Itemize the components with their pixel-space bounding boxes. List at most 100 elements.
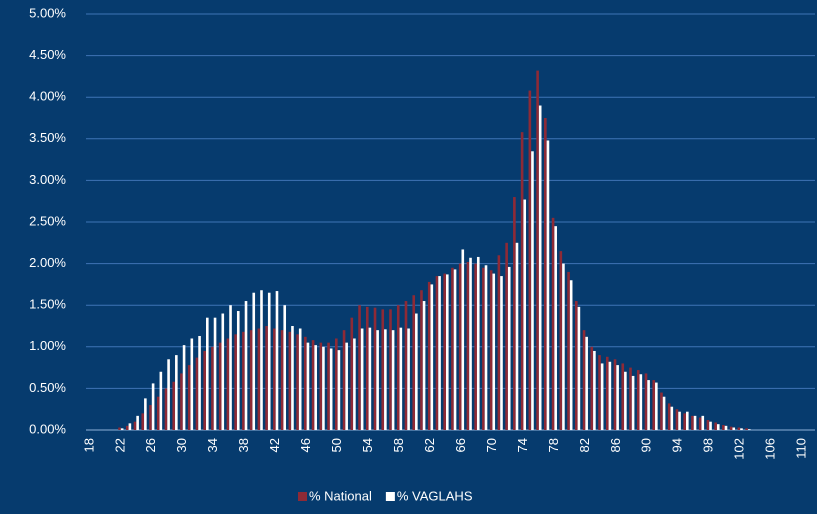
x-tick-label: 34: [205, 438, 220, 452]
bar: [546, 140, 550, 431]
bar: [729, 426, 733, 430]
bar: [249, 330, 253, 430]
bar: [329, 348, 333, 430]
bar: [422, 301, 426, 430]
y-tick-label: 2.00%: [29, 255, 66, 270]
y-tick-label: 2.50%: [29, 213, 66, 228]
bar: [229, 305, 232, 430]
bar: [559, 251, 563, 430]
bar: [693, 415, 697, 430]
bar: [678, 411, 681, 430]
bar: [420, 290, 423, 430]
bar: [621, 363, 625, 430]
bar: [686, 411, 689, 430]
bar: [554, 226, 557, 430]
bar: [662, 396, 666, 430]
bar: [172, 381, 176, 430]
bar: [404, 301, 408, 430]
x-tick-label: 50: [329, 438, 344, 452]
y-tick-label: 3.00%: [29, 172, 66, 187]
bar: [218, 342, 222, 430]
bar: [722, 425, 725, 430]
bar: [582, 330, 586, 430]
bar: [600, 363, 604, 430]
bar: [605, 356, 609, 430]
bar: [577, 306, 581, 430]
bar: [265, 326, 268, 430]
legend-swatch: [385, 492, 395, 501]
bar: [461, 249, 465, 430]
bar: [590, 346, 594, 430]
bar: [298, 328, 302, 430]
bar: [489, 270, 493, 430]
legend-swatch: [298, 492, 307, 501]
bar: [427, 281, 431, 430]
bar: [732, 427, 736, 430]
bar: [497, 255, 501, 430]
bar: [353, 338, 356, 430]
bar: [407, 328, 410, 430]
bar: [469, 257, 472, 430]
bar: [151, 383, 155, 430]
bar: [322, 346, 325, 430]
bar: [319, 342, 323, 430]
bar: [257, 328, 261, 430]
bar: [639, 374, 643, 430]
bar: [226, 338, 230, 430]
bar: [373, 307, 377, 430]
x-tick-label: 86: [608, 438, 623, 452]
bar: [613, 359, 617, 430]
bar: [213, 317, 217, 430]
bar: [120, 428, 124, 430]
bar: [156, 396, 160, 430]
bar: [337, 350, 341, 430]
x-tick-label: 106: [763, 438, 778, 460]
bar: [182, 345, 186, 430]
bar: [443, 273, 446, 430]
bar: [342, 330, 346, 430]
bar: [296, 334, 299, 430]
bar: [136, 415, 139, 430]
bar: [291, 326, 294, 430]
bar: [159, 371, 163, 430]
bar: [198, 335, 201, 430]
bar: [430, 284, 434, 430]
bar: [306, 342, 310, 430]
y-tick-label: 0.00%: [29, 421, 66, 436]
bar: [327, 342, 330, 430]
bar: [531, 151, 534, 430]
bar: [575, 301, 578, 430]
bar: [652, 380, 656, 430]
bar: [368, 327, 372, 430]
bar: [118, 427, 121, 430]
bar: [660, 392, 663, 430]
bar: [288, 331, 292, 430]
bar: [141, 413, 145, 430]
y-tick-label: 4.00%: [29, 89, 66, 104]
bar: [164, 388, 168, 430]
bar: [275, 291, 279, 430]
bar: [675, 409, 679, 430]
bar: [667, 403, 671, 430]
bar: [714, 422, 717, 430]
x-tick-label: 98: [701, 438, 716, 452]
x-tick-label: 62: [422, 438, 437, 452]
bar: [507, 266, 511, 430]
bar: [412, 295, 416, 430]
bar: [551, 217, 555, 430]
bar: [304, 336, 307, 430]
bar: [389, 309, 392, 430]
x-tick-label: 66: [453, 438, 468, 452]
bar: [670, 406, 674, 430]
x-tick-label: 42: [267, 438, 282, 452]
x-tick-label: 102: [732, 438, 747, 460]
x-tick-label: 74: [515, 438, 530, 452]
bar: [747, 429, 751, 430]
bar: [737, 427, 741, 430]
bar: [698, 417, 702, 430]
bar: [451, 267, 454, 430]
bar: [482, 267, 485, 430]
bar: [211, 346, 214, 430]
x-tick-label: 90: [639, 438, 654, 452]
